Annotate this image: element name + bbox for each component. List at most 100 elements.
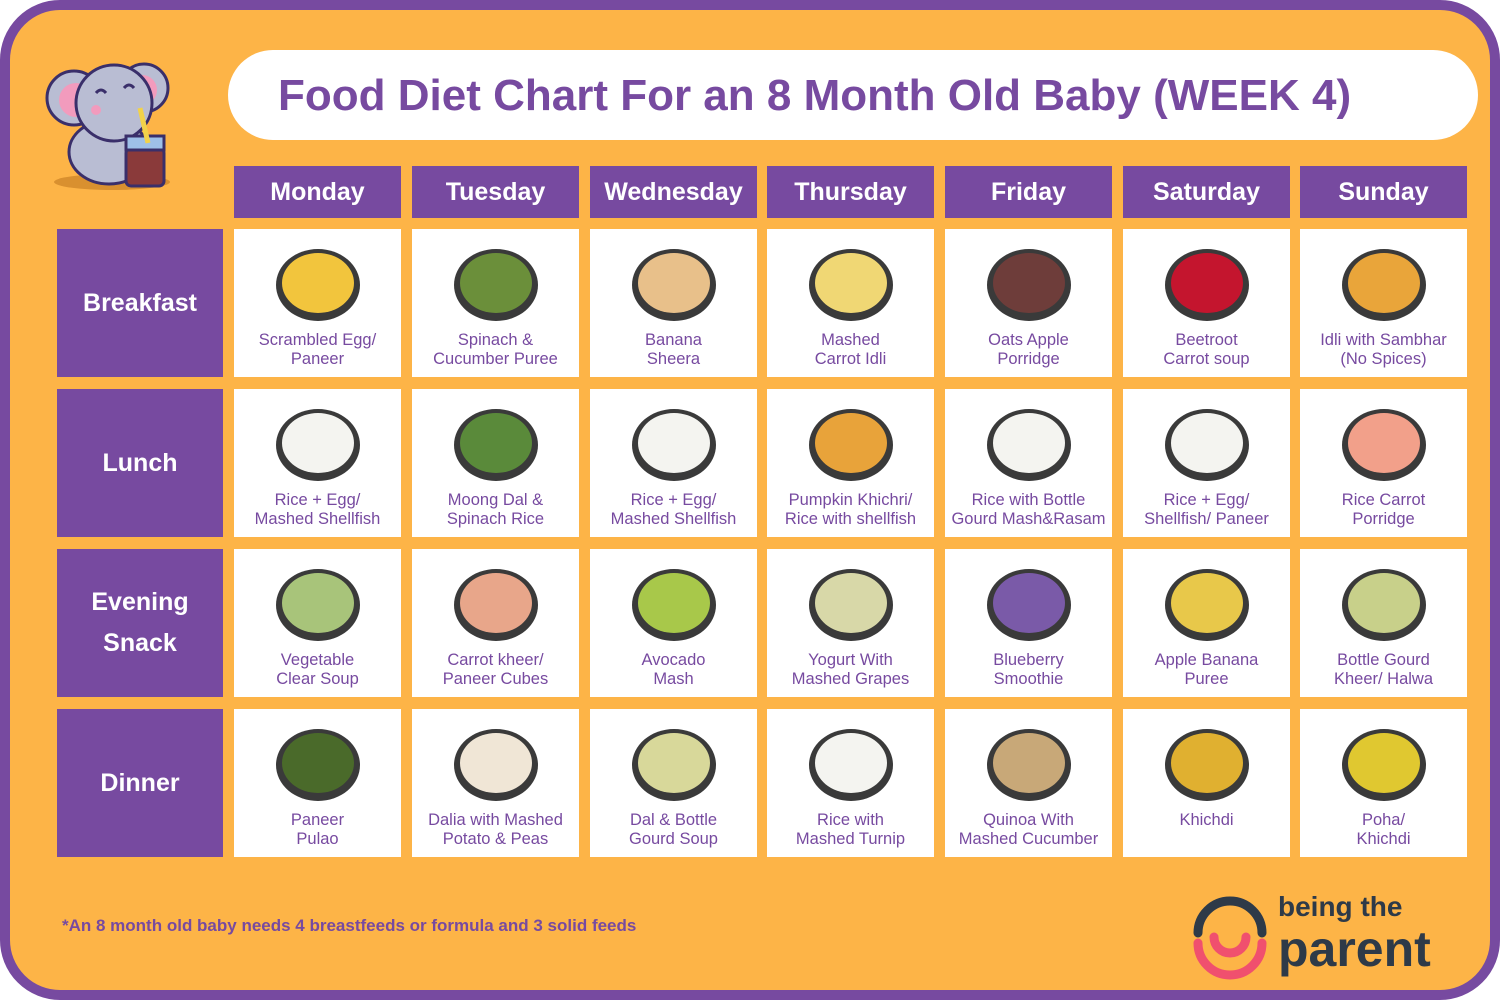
day-header-thursday: Thursday <box>767 166 934 218</box>
food-bowl-icon <box>987 729 1071 801</box>
food-bowl-icon <box>1165 569 1249 641</box>
food-bowl-icon <box>1342 409 1426 481</box>
meal-cell: Carrot kheer/ Paneer Cubes <box>412 549 579 697</box>
meal-cell: Rice + Egg/ Shellfish/ Paneer <box>1123 389 1290 537</box>
food-bowl-icon <box>809 729 893 801</box>
meal-cell: Avocado Mash <box>590 549 757 697</box>
food-bowl-icon <box>276 729 360 801</box>
meal-cell: Oats Apple Porridge <box>945 229 1112 377</box>
dish-name: Moong Dal & Spinach Rice <box>446 491 545 528</box>
dish-name: Avocado Mash <box>641 651 706 688</box>
dish-name: Carrot kheer/ Paneer Cubes <box>442 651 549 688</box>
dish-name: Rice Carrot Porridge <box>1341 491 1426 528</box>
dish-name: Banana Sheera <box>645 331 702 368</box>
meal-cell: Bottle Gourd Kheer/ Halwa <box>1300 549 1467 697</box>
meal-cell: Blueberry Smoothie <box>945 549 1112 697</box>
food-bowl-icon <box>1165 729 1249 801</box>
food-bowl-icon <box>809 249 893 321</box>
dish-name: Rice with Bottle Gourd Mash&Rasam <box>951 491 1106 528</box>
being-the-parent-logo-icon <box>1193 896 1267 980</box>
dish-name: Oats Apple Porridge <box>988 331 1069 368</box>
logo-text-line2: parent <box>1278 921 1431 977</box>
meal-cell: Poha/ Khichdi <box>1300 709 1467 857</box>
dish-name: Yogurt With Mashed Grapes <box>791 651 910 688</box>
dish-name: Poha/ Khichdi <box>1356 811 1411 848</box>
meal-cell: Rice with Bottle Gourd Mash&Rasam <box>945 389 1112 537</box>
day-header-friday: Friday <box>945 166 1112 218</box>
day-header-saturday: Saturday <box>1123 166 1290 218</box>
meal-cell: Rice with Mashed Turnip <box>767 709 934 857</box>
meal-cell: Dal & Bottle Gourd Soup <box>590 709 757 857</box>
meal-cell: Apple Banana Puree <box>1123 549 1290 697</box>
meal-label: Dinner <box>57 709 223 857</box>
meal-cell: Banana Sheera <box>590 229 757 377</box>
food-bowl-icon <box>454 409 538 481</box>
dish-name: Vegetable Clear Soup <box>276 651 359 688</box>
meal-cell: Quinoa With Mashed Cucumber <box>945 709 1112 857</box>
food-bowl-icon <box>1165 249 1249 321</box>
food-bowl-icon <box>454 569 538 641</box>
meal-cell: Paneer Pulao <box>234 709 401 857</box>
logo-text-line1: being the <box>1278 891 1403 922</box>
day-header-monday: Monday <box>234 166 401 218</box>
meal-label: Breakfast <box>57 229 223 377</box>
meal-cell: Khichdi <box>1123 709 1290 857</box>
meal-cell: Pumpkin Khichri/ Rice with shellfish <box>767 389 934 537</box>
dish-name: Quinoa With Mashed Cucumber <box>958 811 1099 848</box>
elephant-mascot-icon <box>45 62 170 190</box>
dish-name: Pumpkin Khichri/ Rice with shellfish <box>784 491 917 528</box>
food-bowl-icon <box>454 729 538 801</box>
dish-name: Blueberry Smoothie <box>993 651 1064 688</box>
day-header-sunday: Sunday <box>1300 166 1467 218</box>
meal-cell: Rice + Egg/ Mashed Shellfish <box>590 389 757 537</box>
dish-name: Dal & Bottle Gourd Soup <box>629 811 718 848</box>
food-bowl-icon <box>276 249 360 321</box>
footnote: *An 8 month old baby needs 4 breastfeeds… <box>62 916 637 935</box>
food-bowl-icon <box>276 409 360 481</box>
dish-name: Paneer Pulao <box>290 811 345 848</box>
food-bowl-icon <box>276 569 360 641</box>
day-header-tuesday: Tuesday <box>412 166 579 218</box>
dish-name: Mashed Carrot Idli <box>814 331 887 368</box>
food-bowl-icon <box>632 249 716 321</box>
food-bowl-icon <box>632 569 716 641</box>
title-banner <box>228 50 1478 140</box>
food-bowl-icon <box>632 409 716 481</box>
meal-cell: Moong Dal & Spinach Rice <box>412 389 579 537</box>
dish-name: Spinach & Cucumber Puree <box>433 331 558 368</box>
meal-cell: Yogurt With Mashed Grapes <box>767 549 934 697</box>
meal-label: Evening Snack <box>57 549 223 697</box>
meal-cell: Spinach & Cucumber Puree <box>412 229 579 377</box>
dish-name: Beetroot Carrot soup <box>1163 331 1250 368</box>
food-bowl-icon <box>1165 409 1249 481</box>
food-bowl-icon <box>1342 569 1426 641</box>
meal-cell: Vegetable Clear Soup <box>234 549 401 697</box>
page-title: Food Diet Chart For an 8 Month Old Baby … <box>278 71 1352 120</box>
dish-name: Rice with Mashed Turnip <box>795 811 906 848</box>
dish-name: Rice + Egg/ Shellfish/ Paneer <box>1144 491 1269 528</box>
dish-name: Khichdi <box>1179 811 1234 829</box>
meal-label: Lunch <box>57 389 223 537</box>
meal-cell: Rice Carrot Porridge <box>1300 389 1467 537</box>
dish-name: Rice + Egg/ Mashed Shellfish <box>254 491 381 528</box>
meal-cell: Dalia with Mashed Potato & Peas <box>412 709 579 857</box>
food-bowl-icon <box>987 409 1071 481</box>
meal-cell: Beetroot Carrot soup <box>1123 229 1290 377</box>
food-bowl-icon <box>1342 249 1426 321</box>
meal-cell: Scrambled Egg/ Paneer <box>234 229 401 377</box>
meal-cell: Idli with Sambhar (No Spices) <box>1300 229 1467 377</box>
meal-cell: Rice + Egg/ Mashed Shellfish <box>234 389 401 537</box>
dish-name: Rice + Egg/ Mashed Shellfish <box>610 491 737 528</box>
food-bowl-icon <box>809 409 893 481</box>
dish-name: Apple Banana Puree <box>1154 651 1259 688</box>
food-bowl-icon <box>809 569 893 641</box>
food-bowl-icon <box>987 569 1071 641</box>
dish-name: Bottle Gourd Kheer/ Halwa <box>1333 651 1434 688</box>
food-bowl-icon <box>987 249 1071 321</box>
day-header-wednesday: Wednesday <box>590 166 757 218</box>
meal-cell: Mashed Carrot Idli <box>767 229 934 377</box>
dish-name: Idli with Sambhar (No Spices) <box>1320 331 1447 368</box>
dish-name: Scrambled Egg/ Paneer <box>258 331 377 368</box>
food-bowl-icon <box>1342 729 1426 801</box>
food-bowl-icon <box>632 729 716 801</box>
